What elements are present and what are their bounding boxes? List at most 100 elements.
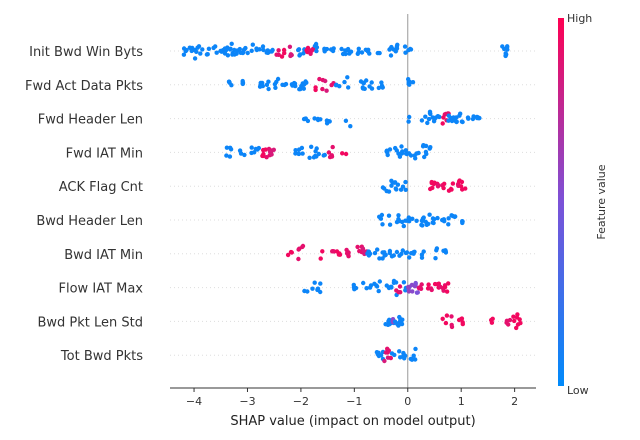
shap-point [406,289,412,294]
shap-point [330,144,335,150]
shap-point [441,185,446,191]
shap-point [403,218,408,223]
shap-point [264,50,269,55]
shap-point [446,118,451,123]
shap-point [271,147,276,152]
shap-point [322,152,327,158]
x-tick-label: −2 [293,395,309,408]
shap-point [227,79,232,85]
shap-point [240,81,245,87]
feature-label: Bwd IAT Min [64,248,143,263]
shap-point [194,49,199,54]
colorbar-high-label: High [567,12,592,25]
shap-point [243,45,248,51]
shap-point [511,314,516,319]
shap-point [475,115,480,121]
shap-point [420,223,425,228]
shap-point [514,325,519,331]
shap-point [444,289,450,294]
shap-point [442,219,447,224]
shap-point [406,48,411,53]
shap-point [229,41,234,46]
shap-point [413,346,418,352]
shap-point [361,248,366,254]
shap-point [250,42,255,47]
shap-point [343,118,349,124]
shap-point [198,51,203,56]
shap-point [435,215,440,221]
shap-point [345,75,350,80]
shap-point [346,85,351,90]
shap-point [366,47,371,52]
shap-point [399,321,405,327]
shap-point [387,147,393,152]
shap-point [249,145,254,150]
shap-point [398,290,403,295]
shap-point [413,156,418,161]
shap-point [410,216,415,221]
shap-point [260,80,265,86]
shap-point [401,223,406,229]
shap-point [327,154,333,160]
shap-point [323,78,328,84]
colorbar-gradient [558,18,564,386]
shap-point [387,222,393,227]
shap-point [456,317,462,323]
shap-point [388,355,393,361]
shap-point [367,285,373,290]
shap-point [426,221,431,227]
shap-point [184,47,189,53]
shap-point [489,320,495,325]
shap-point [397,349,402,354]
shap-point [299,145,305,151]
shap-point [288,249,294,255]
colorbar: High Low Feature value [558,12,608,397]
shap-point [403,179,408,185]
shap-point [426,116,432,122]
shap-point [320,249,325,254]
shap-point [305,49,310,55]
shap-point [273,85,278,91]
shap-point [357,248,362,254]
shap-point [408,153,414,158]
shap-point [402,44,408,49]
shap-point [388,53,394,58]
feature-label: Fwd Act Data Pkts [25,79,143,94]
shap-point [400,184,406,189]
shap-point [266,86,271,92]
shap-point [387,47,392,52]
feature-label: Flow IAT Max [59,282,144,297]
shap-point [266,79,271,84]
shap-point [503,53,508,59]
shap-point [355,244,360,250]
shap-point [407,255,412,260]
shap-point [195,45,200,50]
shap-point [309,144,314,149]
shap-point [337,84,342,89]
feature-label: Init Bwd Win Byts [29,45,143,60]
shap-point [315,286,321,291]
shap-point [297,52,303,57]
shap-point [446,281,451,286]
shap-point [369,80,374,85]
shap-point [396,151,401,156]
shap-point [434,248,439,253]
shap-point [440,121,445,126]
shap-point [356,46,361,51]
shap-point [399,251,404,257]
shap-point [453,214,458,219]
shap-point [181,52,187,57]
shap-point [261,47,266,53]
shap-point [410,80,416,85]
shap-point [260,44,266,49]
shap-point [289,82,295,87]
shap-point [313,41,319,47]
shap-point [348,124,353,129]
shap-point [463,186,468,191]
shap-point [424,151,429,157]
shap-point [470,116,476,122]
shap-point [425,120,430,126]
shap-point [423,143,429,149]
shap-point [213,44,218,49]
shap-point [382,358,387,364]
